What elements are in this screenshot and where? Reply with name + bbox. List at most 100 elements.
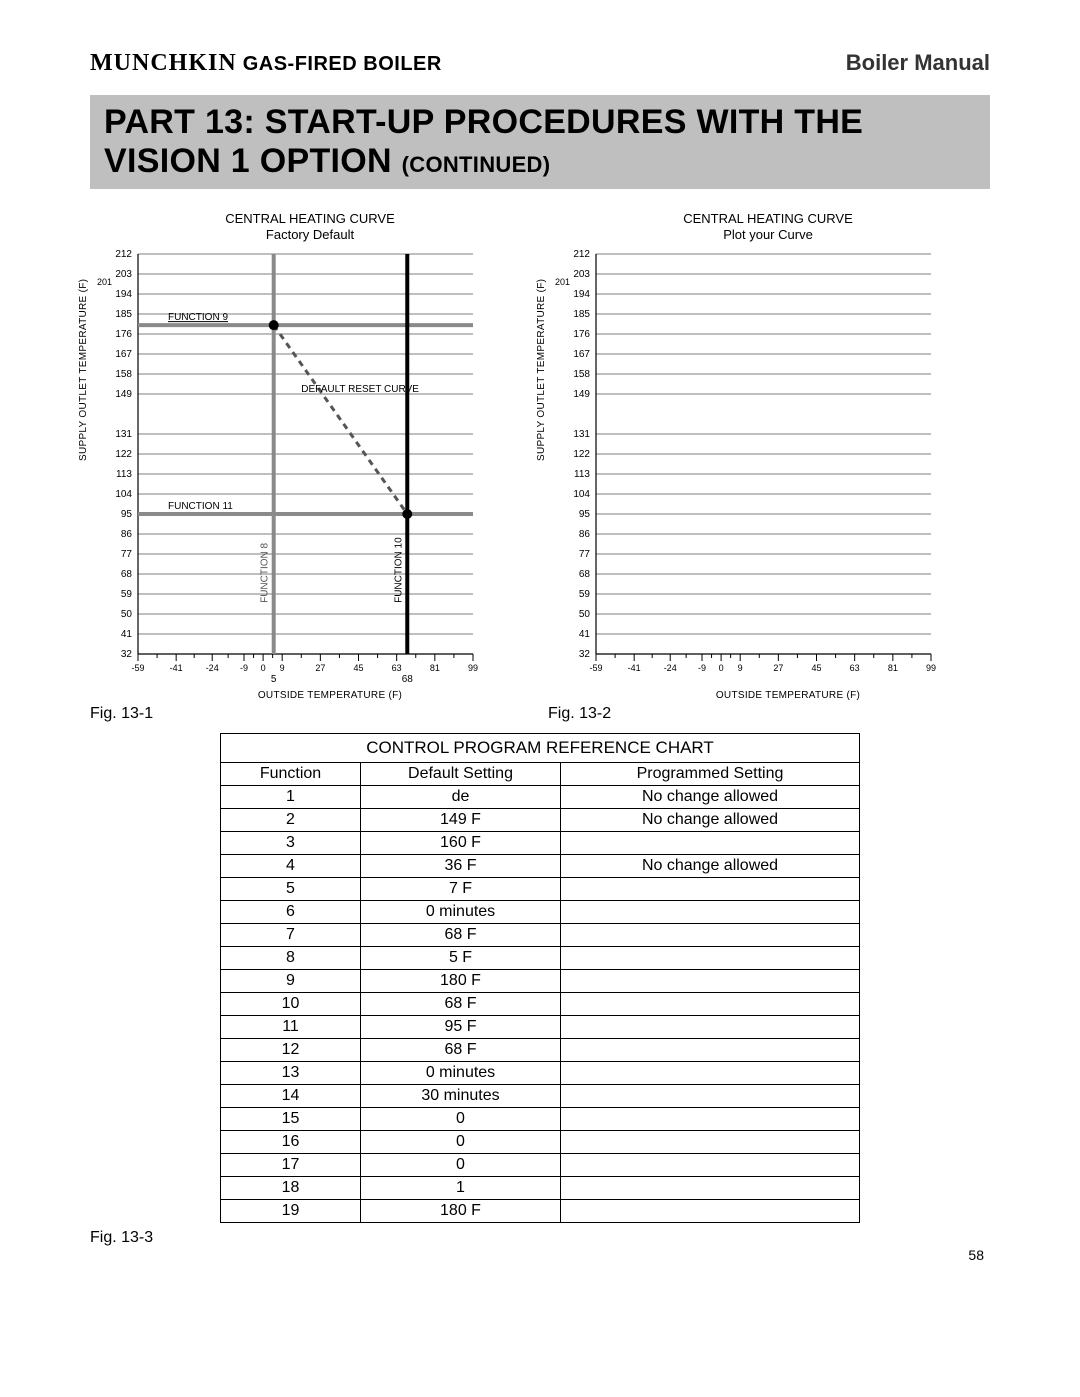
svg-text:81: 81 — [430, 663, 440, 673]
svg-text:-41: -41 — [170, 663, 183, 673]
table-cell: 16 — [221, 1130, 361, 1153]
svg-text:FUNCTION 11: FUNCTION 11 — [168, 501, 233, 512]
table-cell: 36 F — [361, 854, 561, 877]
table-cell: 5 F — [361, 946, 561, 969]
table-cell: 0 — [361, 1130, 561, 1153]
svg-text:194: 194 — [573, 289, 590, 300]
table-row: 181 — [221, 1176, 860, 1199]
svg-text:9: 9 — [280, 663, 285, 673]
table-cell — [561, 923, 860, 946]
svg-text:45: 45 — [811, 663, 821, 673]
table-cell: 14 — [221, 1084, 361, 1107]
table-cell: 9 — [221, 969, 361, 992]
table-row: 768 F — [221, 923, 860, 946]
table-cell — [561, 1130, 860, 1153]
svg-text:113: 113 — [116, 469, 132, 480]
table-cell: 95 F — [361, 1015, 561, 1038]
svg-text:-9: -9 — [240, 663, 248, 673]
svg-text:41: 41 — [121, 629, 133, 640]
table-cell — [561, 1015, 860, 1038]
svg-text:-24: -24 — [206, 663, 219, 673]
svg-text:45: 45 — [353, 663, 363, 673]
svg-text:203: 203 — [115, 269, 132, 280]
table-row: 150 — [221, 1107, 860, 1130]
svg-text:50: 50 — [121, 609, 133, 620]
table-cell: 5 — [221, 877, 361, 900]
y-axis-label-left: SUPPLY OUTLET TEMPERATURE (F) — [78, 279, 89, 461]
svg-text:86: 86 — [579, 529, 591, 540]
svg-text:104: 104 — [573, 489, 590, 500]
svg-text:122: 122 — [573, 449, 590, 460]
chart-right-titles: CENTRAL HEATING CURVE Plot your Curve — [548, 211, 988, 244]
charts-row: CENTRAL HEATING CURVE Factory Default SU… — [90, 211, 990, 723]
svg-text:9: 9 — [738, 663, 743, 673]
brand-logo: MUNCHKIN — [90, 50, 237, 76]
svg-text:201: 201 — [555, 277, 570, 287]
table-row: 3160 F — [221, 831, 860, 854]
svg-text:104: 104 — [115, 489, 132, 500]
manual-title: Boiler Manual — [846, 50, 990, 76]
table-cell — [561, 1176, 860, 1199]
table-row: 19180 F — [221, 1199, 860, 1222]
table-row: 1deNo change allowed — [221, 785, 860, 808]
table-cell: 3 — [221, 831, 361, 854]
svg-text:77: 77 — [579, 549, 591, 560]
chart-left-title: CENTRAL HEATING CURVE — [90, 211, 530, 227]
table-cell: No change allowed — [561, 808, 860, 831]
table-cell — [561, 946, 860, 969]
svg-text:203: 203 — [573, 269, 590, 280]
table-cell — [561, 1107, 860, 1130]
svg-text:27: 27 — [773, 663, 783, 673]
reference-table: CONTROL PROGRAM REFERENCE CHARTFunctionD… — [220, 733, 860, 1223]
svg-text:68: 68 — [579, 569, 591, 580]
svg-text:122: 122 — [115, 449, 132, 460]
svg-text:212: 212 — [115, 249, 132, 260]
svg-text:201: 201 — [97, 277, 112, 287]
svg-text:194: 194 — [115, 289, 132, 300]
table-row: 1430 minutes — [221, 1084, 860, 1107]
chart-left-svg: 2122031941851761671581491311221131049586… — [90, 248, 490, 688]
table-cell: 0 minutes — [361, 900, 561, 923]
table-cell: 0 — [361, 1107, 561, 1130]
chart-left-subtitle: Factory Default — [90, 227, 530, 243]
svg-text:131: 131 — [573, 429, 590, 440]
table-row: 1268 F — [221, 1038, 860, 1061]
table-cell: 180 F — [361, 1199, 561, 1222]
svg-text:32: 32 — [121, 649, 133, 660]
svg-text:DEFAULT RESET CURVE: DEFAULT RESET CURVE — [301, 383, 419, 394]
svg-text:68: 68 — [402, 674, 414, 685]
svg-text:86: 86 — [121, 529, 133, 540]
svg-text:59: 59 — [121, 589, 133, 600]
svg-text:158: 158 — [573, 369, 590, 380]
table-cell — [561, 900, 860, 923]
svg-text:63: 63 — [392, 663, 402, 673]
table-cell: 13 — [221, 1061, 361, 1084]
table-cell: 0 — [361, 1153, 561, 1176]
table-cell: No change allowed — [561, 785, 860, 808]
svg-text:41: 41 — [579, 629, 591, 640]
reference-table-wrap: CONTROL PROGRAM REFERENCE CHARTFunctionD… — [220, 733, 860, 1223]
table-row: 9180 F — [221, 969, 860, 992]
svg-text:50: 50 — [579, 609, 591, 620]
page-header: MUNCHKIN GAS-FIRED BOILER Boiler Manual — [90, 50, 990, 77]
table-row: 1195 F — [221, 1015, 860, 1038]
svg-text:-41: -41 — [628, 663, 641, 673]
table-cell — [561, 969, 860, 992]
table-row: 170 — [221, 1153, 860, 1176]
fig-label-table: Fig. 13-3 — [90, 1229, 990, 1247]
table-cell: 12 — [221, 1038, 361, 1061]
svg-text:FUNCTION 8: FUNCTION 8 — [260, 542, 271, 602]
table-cell: No change allowed — [561, 854, 860, 877]
svg-text:-59: -59 — [589, 663, 602, 673]
svg-text:99: 99 — [468, 663, 478, 673]
svg-text:81: 81 — [888, 663, 898, 673]
table-row: 57 F — [221, 877, 860, 900]
table-row: 2149 FNo change allowed — [221, 808, 860, 831]
table-cell: 11 — [221, 1015, 361, 1038]
fig-label-right: Fig. 13-2 — [548, 705, 988, 723]
brand-block: MUNCHKIN GAS-FIRED BOILER — [90, 50, 442, 77]
svg-text:68: 68 — [121, 569, 133, 580]
table-cell — [561, 831, 860, 854]
table-cell: 2 — [221, 808, 361, 831]
table-row: 436 FNo change allowed — [221, 854, 860, 877]
